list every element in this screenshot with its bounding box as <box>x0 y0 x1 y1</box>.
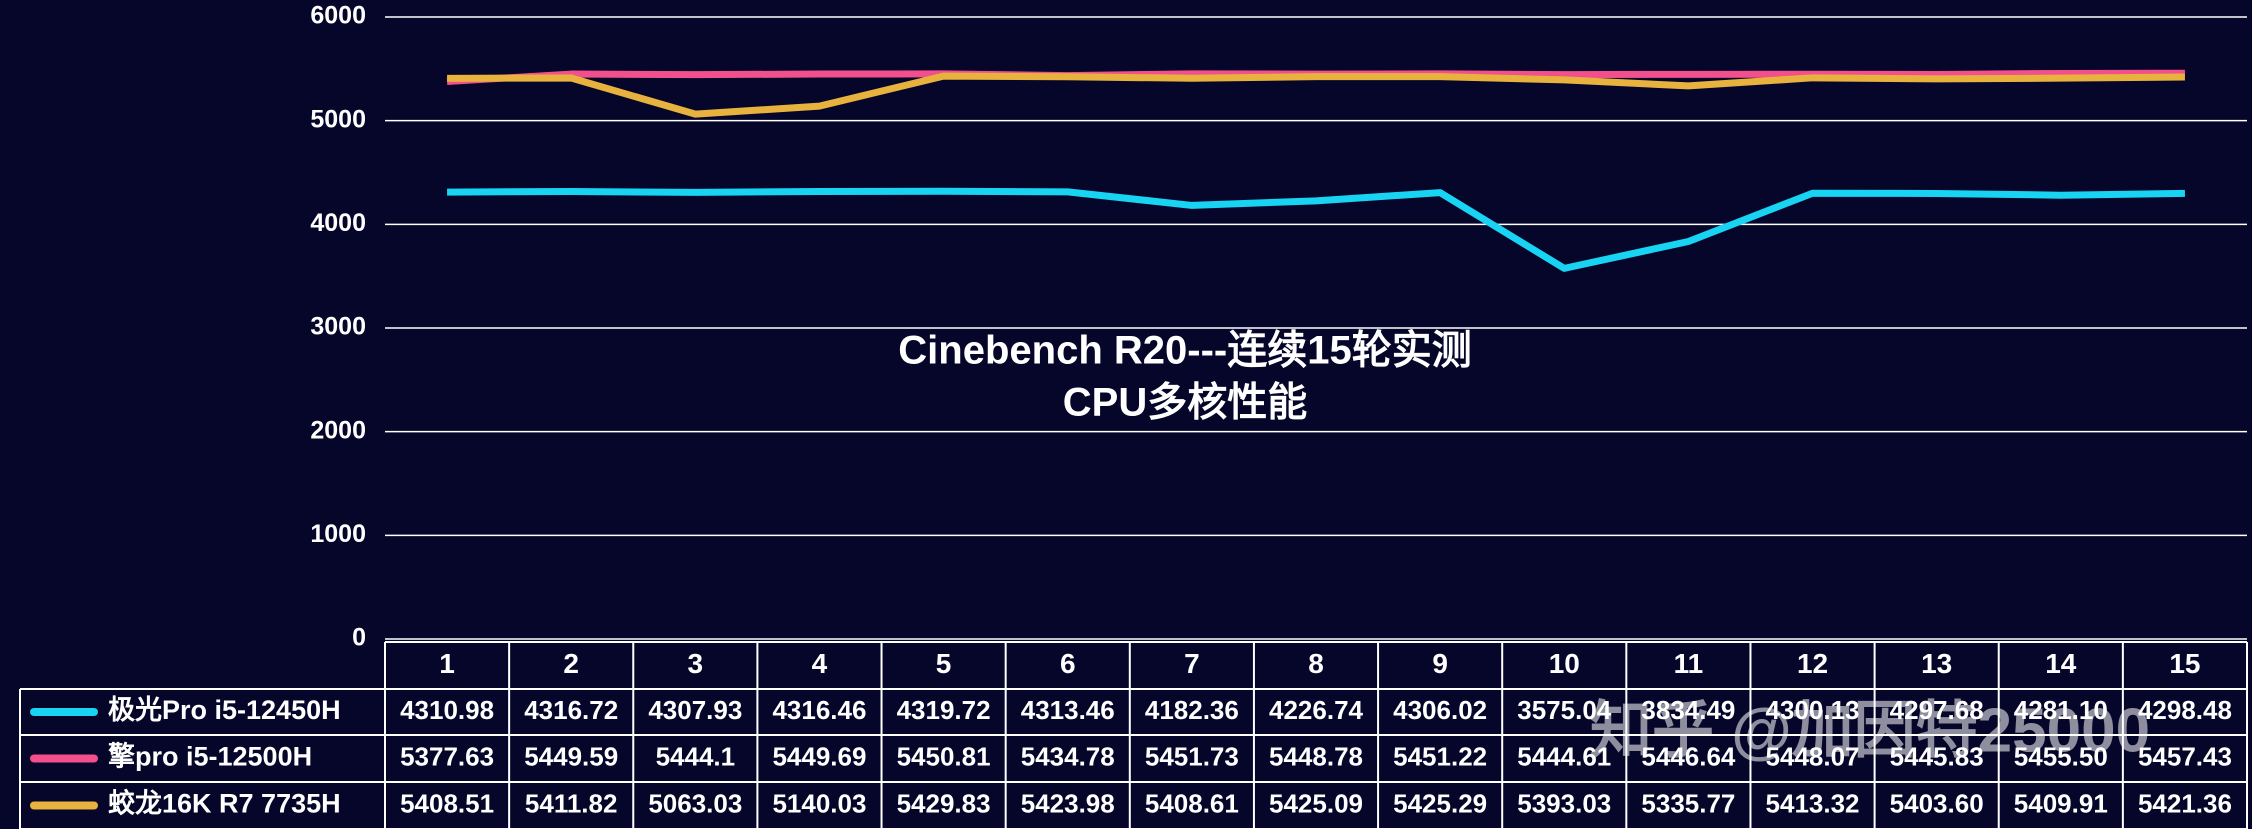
table-value: 5448.78 <box>1269 741 1363 771</box>
series-line <box>447 187 2185 272</box>
x-tick-label: 15 <box>2169 648 2200 679</box>
table-value: 5408.51 <box>400 788 494 818</box>
x-tick-label: 9 <box>1432 648 1448 679</box>
table-value: 5449.69 <box>772 741 866 771</box>
table-value: 4297.68 <box>1890 695 1984 725</box>
table-value: 4307.93 <box>648 695 742 725</box>
legend-label: 极光Pro i5-12450H <box>108 695 341 725</box>
y-tick-label: 4000 <box>310 209 366 237</box>
legend-label: 蛟龙16K R7 7735H <box>108 788 341 819</box>
table-value: 5425.09 <box>1269 788 1363 818</box>
y-tick-label: 0 <box>352 624 366 652</box>
table-value: 4298.48 <box>2138 695 2232 725</box>
table-value: 5411.82 <box>525 788 618 818</box>
table-value: 4300.13 <box>1766 695 1860 725</box>
x-tick-label: 5 <box>936 648 952 679</box>
x-tick-label: 13 <box>1921 648 1952 679</box>
table-value: 5445.83 <box>1890 741 1984 771</box>
x-tick-label: 12 <box>1797 648 1828 679</box>
table-value: 5423.98 <box>1021 788 1115 818</box>
table-value: 5413.32 <box>1766 788 1860 818</box>
chart-subtitle: CPU多核性能 <box>1063 381 1307 425</box>
table-value: 5421.36 <box>2138 788 2232 818</box>
table-value: 4226.74 <box>1269 695 1364 725</box>
chart-title: Cinebench R20---连续15轮实测 <box>898 329 1471 373</box>
table-value: 5377.63 <box>400 741 494 771</box>
series-line <box>447 72 2185 118</box>
table-value: 4313.46 <box>1021 695 1115 725</box>
x-tick-label: 4 <box>812 648 828 679</box>
y-tick-label: 2000 <box>310 416 366 444</box>
x-tick-label: 7 <box>1184 648 1200 679</box>
table-value: 4306.02 <box>1393 695 1487 725</box>
table-value: 5446.64 <box>1641 741 1736 771</box>
x-tick-label: 10 <box>1549 648 1580 679</box>
table-value: 5335.77 <box>1641 788 1735 818</box>
table-value: 4316.72 <box>524 695 618 725</box>
table-value: 5425.29 <box>1393 788 1487 818</box>
table-value: 5450.81 <box>897 741 991 771</box>
x-tick-label: 2 <box>563 648 579 679</box>
y-tick-label: 5000 <box>310 105 366 133</box>
table-value: 5448.07 <box>1766 741 1860 771</box>
y-tick-label: 3000 <box>310 313 366 341</box>
table-value: 4316.46 <box>772 695 866 725</box>
table-value: 5403.60 <box>1890 788 1984 818</box>
x-tick-label: 3 <box>688 648 704 679</box>
table-value: 5408.61 <box>1145 788 1239 818</box>
table-value: 4281.10 <box>2014 695 2108 725</box>
y-tick-label: 6000 <box>310 2 366 30</box>
x-tick-label: 11 <box>1674 648 1704 679</box>
table-value: 4319.72 <box>897 695 991 725</box>
table-value: 4310.98 <box>400 695 494 725</box>
table-value: 5451.73 <box>1145 741 1239 771</box>
x-tick-label: 1 <box>439 648 455 679</box>
watermark: 知乎 @加因特25000 <box>1590 696 2150 765</box>
table-value: 5429.83 <box>897 788 991 818</box>
table-value: 5444.61 <box>1517 741 1611 771</box>
y-tick-label: 1000 <box>310 520 366 548</box>
x-tick-label: 14 <box>2045 648 2077 679</box>
table-value: 5409.91 <box>2014 788 2108 818</box>
table-value: 3575.04 <box>1517 695 1612 725</box>
x-tick-label: 6 <box>1060 648 1076 679</box>
table-value: 3834.49 <box>1641 695 1735 725</box>
x-tick-label: 8 <box>1308 648 1324 679</box>
table-value: 4182.36 <box>1145 695 1239 725</box>
table-value: 5063.03 <box>648 788 742 818</box>
table-value: 5444.1 <box>656 741 736 771</box>
table-value: 5457.43 <box>2138 741 2232 771</box>
table-value: 5449.59 <box>524 741 618 771</box>
table-value: 5434.78 <box>1021 741 1115 771</box>
legend-label: 擎pro i5-12500H <box>108 741 312 772</box>
table-value: 5451.22 <box>1393 741 1487 771</box>
table-value: 5393.03 <box>1517 788 1611 818</box>
table-value: 5455.50 <box>2014 741 2108 771</box>
table-value: 5140.03 <box>772 788 866 818</box>
